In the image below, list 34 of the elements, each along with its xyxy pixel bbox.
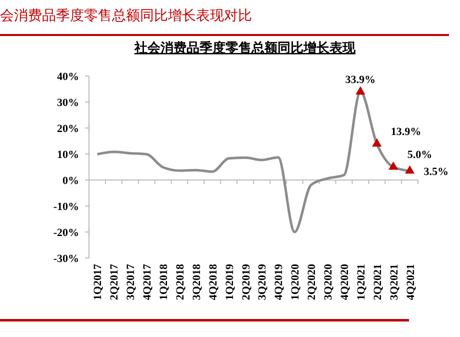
x-tick-label: 2Q2021 (372, 264, 384, 300)
x-tick-label: 1Q2020 (290, 264, 302, 300)
x-tick-label: 4Q2017 (142, 264, 154, 300)
chart-subtitle: 社会消费品季度零售总额同比增长表现 (134, 40, 356, 55)
x-tick-label: 3Q2019 (256, 264, 269, 300)
x-tick-label: 1Q2018 (158, 264, 170, 300)
data-label: 3.5% (424, 166, 449, 178)
x-tick-label: 1Q2017 (92, 264, 104, 300)
data-label: 33.9% (345, 74, 376, 86)
x-tick-label: 4Q2020 (338, 264, 351, 300)
y-tick-label: 20% (57, 122, 79, 135)
y-tick-label: 40% (57, 70, 79, 83)
chart-title: 会消费品季度零售总额同比增长表现对比 (0, 8, 252, 24)
y-tick-label: -20% (53, 226, 79, 239)
x-tick-label: 3Q2021 (388, 264, 400, 300)
x-tick-label: 4Q2021 (404, 264, 417, 300)
x-tick-label: 4Q2018 (207, 264, 220, 300)
x-tick-label: 1Q2021 (355, 264, 368, 300)
x-tick-label: 2Q2020 (306, 264, 318, 300)
x-tick-label: 2Q2018 (174, 264, 186, 300)
y-tick-label: 10% (57, 148, 79, 161)
x-tick-label: 1Q2019 (224, 264, 236, 300)
x-tick-label: 2Q2019 (240, 264, 252, 300)
y-tick-label: 0% (62, 174, 79, 187)
y-tick-label: 30% (57, 96, 79, 109)
x-tick-label: 3Q2017 (125, 264, 138, 300)
y-tick-label: -30% (53, 252, 79, 265)
y-tick-label: -10% (53, 200, 79, 213)
x-tick-label: 2Q2017 (108, 264, 121, 300)
x-tick-label: 4Q2019 (273, 264, 286, 300)
x-tick-label: 3Q2018 (190, 264, 203, 300)
data-label: 13.9% (390, 126, 422, 138)
x-tick-label: 3Q2020 (322, 264, 335, 300)
data-label: 5.0% (407, 149, 432, 161)
